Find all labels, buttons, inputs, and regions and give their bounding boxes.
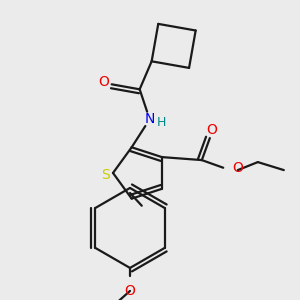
Text: O: O xyxy=(206,123,217,137)
Text: O: O xyxy=(124,284,135,298)
Text: O: O xyxy=(98,75,109,89)
Text: S: S xyxy=(100,168,109,182)
Text: O: O xyxy=(232,161,243,175)
Text: H: H xyxy=(157,116,166,129)
Text: N: N xyxy=(145,112,155,126)
